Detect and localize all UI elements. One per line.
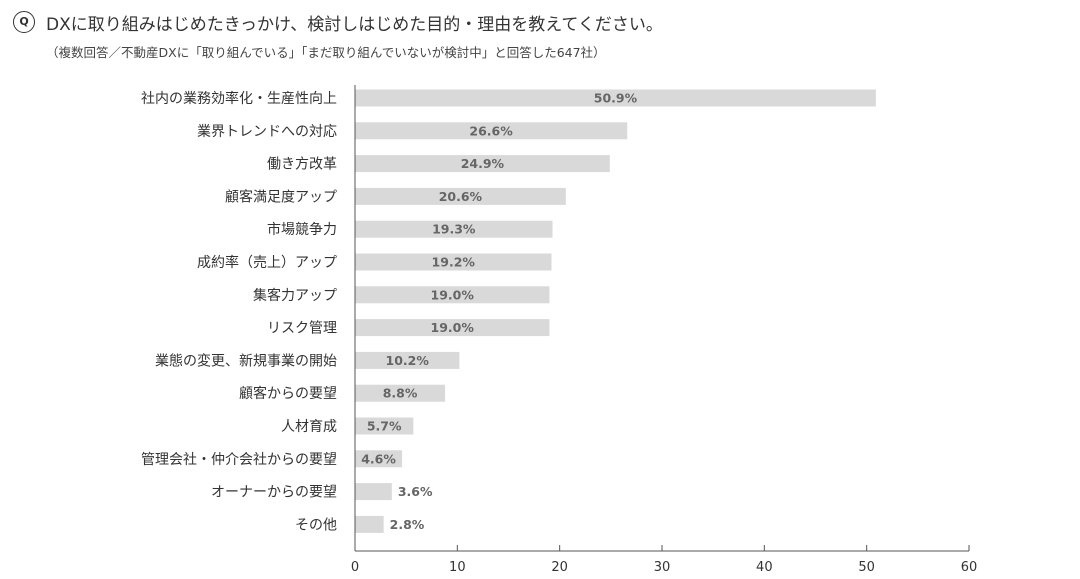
bar (355, 319, 550, 337)
bar (355, 351, 460, 369)
category-label: その他 (295, 517, 337, 533)
x-tick-label: 40 (756, 560, 773, 575)
data-label: 26.6% (469, 123, 513, 138)
category-label: リスク管理 (267, 321, 337, 337)
category-label: 働き方改革 (267, 157, 337, 173)
category-label: 集客力アップ (253, 287, 337, 304)
data-label: 10.2% (386, 353, 430, 368)
bar (355, 384, 446, 402)
x-tick-label: 30 (654, 560, 671, 575)
data-label: 5.7% (367, 419, 402, 434)
bar (355, 417, 414, 435)
category-label: 管理会社・仲介会社からの要望 (141, 452, 337, 468)
question-badge: Q (13, 11, 35, 33)
bar (355, 450, 403, 468)
category-label: 市場競争力 (267, 221, 337, 238)
category-label: 業態の変更、新規事業の開始 (155, 352, 337, 369)
chart-title: DXに取り組みはじめたきっかけ、検討しはじめた目的・理由を教えてください。 (46, 15, 663, 35)
bar (355, 89, 876, 107)
bar (355, 253, 552, 271)
x-tick-label: 10 (449, 560, 466, 575)
x-tick-label: 50 (858, 560, 875, 575)
bar (355, 220, 553, 238)
category-label: 人材育成 (281, 419, 337, 435)
bar (355, 286, 550, 304)
chart-subtitle: （複数回答／不動産DXに「取り組んでいる」「まだ取り組んでいないが検討中」と回答… (46, 45, 606, 60)
data-label: 50.9% (594, 91, 638, 106)
category-label: 成約率（売上）アップ (197, 254, 337, 271)
bar (355, 515, 384, 533)
data-label: 4.6% (361, 451, 396, 466)
data-label: 20.6% (439, 189, 483, 204)
category-label: 顧客満足度アップ (225, 188, 337, 205)
category-label: 社内の業務効率化・生産性向上 (141, 90, 337, 107)
x-tick-label: 0 (351, 560, 359, 575)
data-label: 24.9% (461, 156, 505, 171)
bar (355, 155, 610, 173)
category-label: オーナーからの要望 (211, 485, 337, 501)
data-label: 19.0% (431, 320, 475, 335)
data-label: 19.2% (432, 255, 476, 270)
bar (355, 187, 566, 205)
category-label: 業界トレンドへの対応 (197, 124, 337, 140)
x-tick-label: 60 (961, 560, 978, 575)
bar (355, 483, 392, 501)
x-tick-label: 20 (551, 560, 568, 575)
data-label: 19.0% (431, 287, 475, 302)
bar (355, 122, 628, 140)
data-label: 8.8% (383, 386, 418, 401)
data-label: 3.6% (398, 484, 433, 499)
category-label: 顧客からの要望 (239, 385, 337, 402)
data-label: 2.8% (390, 517, 425, 532)
data-label: 19.3% (432, 222, 476, 237)
